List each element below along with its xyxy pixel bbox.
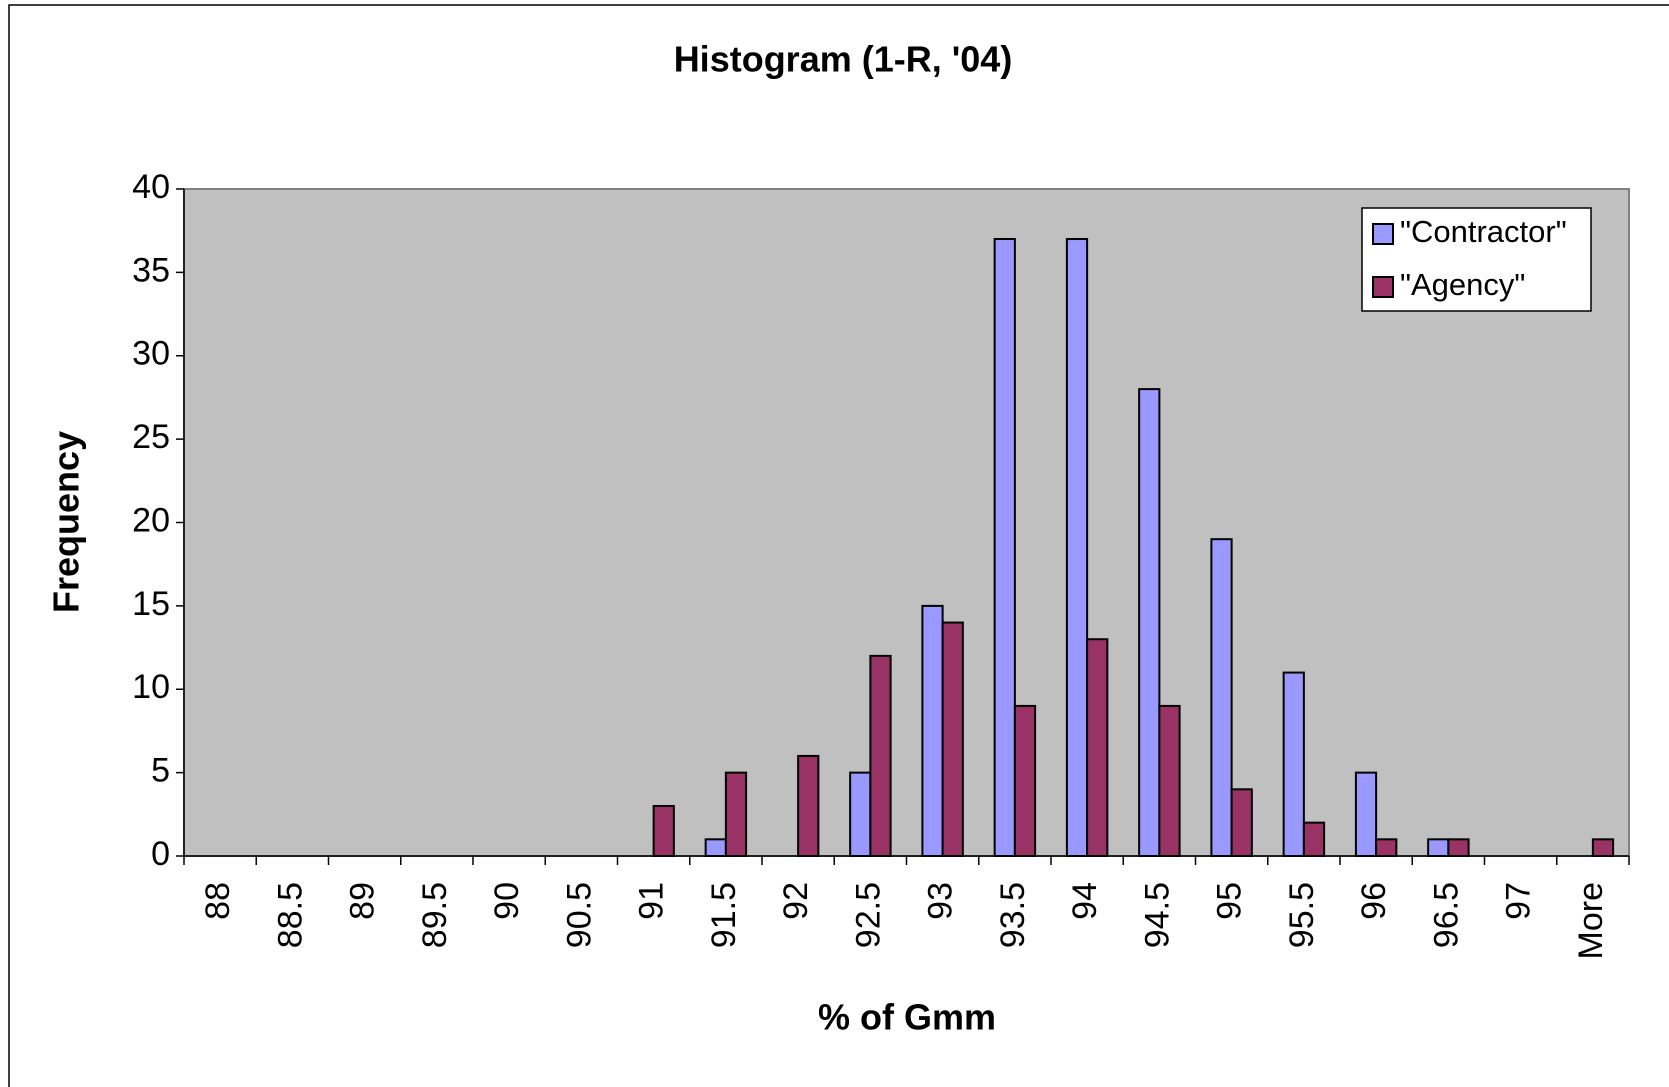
y-tick-label: 25: [132, 418, 170, 456]
legend-swatch: [1372, 223, 1394, 245]
bar: [941, 621, 964, 857]
bar: [849, 771, 872, 857]
chart-title: Histogram (1-R, '04): [674, 39, 1013, 80]
y-tick-label: 15: [132, 585, 170, 623]
x-tick-label: 96.5: [1427, 882, 1465, 948]
y-tick-label: 5: [151, 752, 170, 790]
x-tick-label: More: [1572, 882, 1610, 959]
bar: [869, 654, 892, 858]
x-tick-label: 89: [344, 882, 382, 920]
bar: [1086, 638, 1109, 857]
x-axis-label: % of Gmm: [818, 997, 996, 1038]
x-tick-label: 94.5: [1138, 882, 1176, 948]
x-tick-label: 93: [922, 882, 960, 920]
y-tick-label: 10: [132, 668, 170, 706]
legend-swatch: [1372, 276, 1394, 298]
x-tick-label: 95.5: [1283, 882, 1321, 948]
x-tick-label: 92.5: [849, 882, 887, 948]
bar: [724, 771, 748, 857]
bar: [1013, 704, 1037, 857]
bar: [704, 838, 727, 858]
x-tick-label: 95: [1211, 882, 1249, 920]
x-tick-label: 90.5: [560, 882, 598, 948]
y-tick-label: 35: [132, 251, 170, 289]
x-tick-label: 91.5: [705, 882, 743, 948]
x-tick-label: 92: [777, 882, 815, 920]
bar: [1591, 838, 1615, 858]
bar: [1065, 238, 1089, 857]
bar: [1375, 838, 1398, 858]
x-tick-label: 94: [1066, 882, 1104, 920]
x-tick-label: 89.5: [416, 882, 454, 948]
bar: [1447, 838, 1470, 858]
bar: [1354, 771, 1378, 857]
bar: [1138, 388, 1161, 857]
x-tick-label: 93.5: [994, 882, 1032, 948]
bar: [1302, 821, 1326, 858]
bar: [797, 754, 820, 858]
bar: [1158, 704, 1181, 857]
x-tick-label: 91: [633, 882, 671, 920]
x-tick-label: 88.5: [271, 882, 309, 948]
y-tick-label: 20: [132, 501, 170, 539]
legend-label: "Contractor": [1400, 214, 1567, 249]
bar: [1282, 671, 1305, 858]
y-tick-label: 30: [132, 335, 170, 373]
x-tick-label: 90: [488, 882, 526, 920]
legend-label: "Agency": [1400, 267, 1525, 302]
y-tick-label: 0: [151, 835, 170, 873]
y-axis-label: Frequency: [46, 431, 87, 613]
x-tick-label: 96: [1355, 882, 1393, 920]
bar: [652, 804, 675, 857]
bar: [1427, 838, 1450, 858]
y-tick-label: 40: [132, 168, 170, 206]
bar: [1230, 788, 1253, 857]
legend: [1361, 207, 1592, 312]
bar: [1210, 538, 1233, 857]
bar: [921, 604, 944, 857]
x-tick-label: 88: [199, 882, 237, 920]
bar: [993, 238, 1016, 857]
x-tick-label: 97: [1500, 882, 1538, 920]
